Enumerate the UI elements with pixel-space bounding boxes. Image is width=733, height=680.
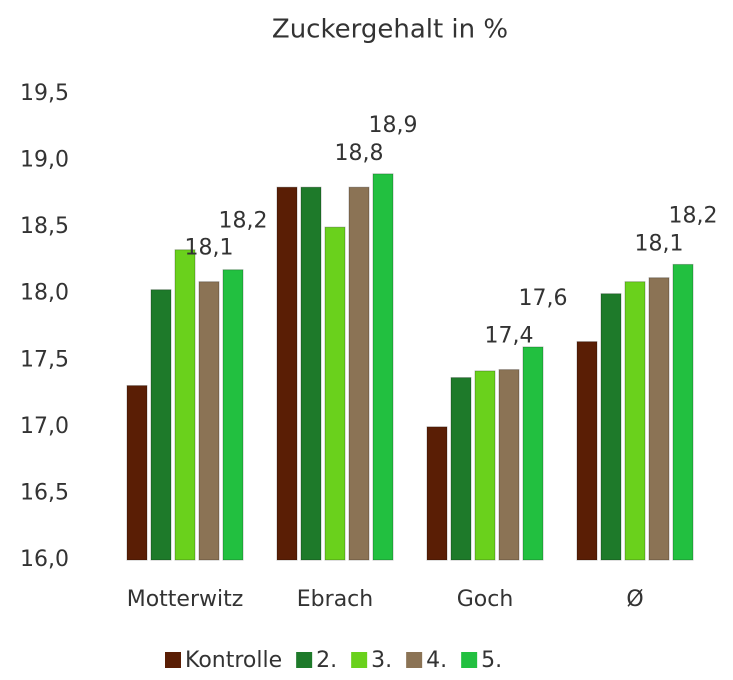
chart-title: Zuckergehalt in % — [272, 15, 508, 45]
y-tick-label: 19,5 — [20, 81, 69, 106]
y-tick-label: 18,0 — [20, 281, 69, 306]
bar — [522, 346, 544, 561]
legend-swatch — [165, 652, 181, 668]
data-label: 18,1 — [185, 236, 234, 261]
legend-swatch — [406, 652, 423, 668]
x-tick-label: Ø — [626, 587, 643, 612]
x-tick-label: Ebrach — [297, 587, 373, 612]
x-tick-label: Motterwitz — [127, 587, 244, 612]
legend-label: Kontrolle — [185, 648, 282, 673]
legend-label: 4. — [426, 648, 447, 673]
data-label: 17,6 — [519, 286, 568, 311]
y-tick-label: 17,0 — [20, 414, 69, 439]
bar — [372, 173, 394, 561]
bar — [624, 281, 646, 561]
bar — [648, 277, 670, 561]
data-label: 18,2 — [219, 209, 268, 234]
bar — [600, 293, 622, 561]
x-tick-label: Goch — [457, 587, 514, 612]
data-label: 18,1 — [635, 232, 684, 257]
bar — [498, 369, 520, 561]
bar — [126, 385, 148, 561]
bar — [348, 186, 370, 561]
bar — [324, 226, 346, 561]
y-tick-label: 17,5 — [20, 347, 69, 372]
bar — [150, 289, 172, 561]
bar — [474, 370, 496, 561]
legend-swatch — [461, 652, 478, 668]
bar — [426, 426, 448, 561]
bar — [576, 341, 598, 561]
bar — [198, 281, 220, 561]
y-tick-label: 16,0 — [20, 547, 69, 572]
data-label: 18,8 — [335, 141, 384, 166]
y-tick-label: 18,5 — [20, 214, 69, 239]
legend-swatch — [296, 652, 313, 668]
data-label: 18,2 — [669, 203, 718, 228]
legend-label: 2. — [316, 648, 337, 673]
bar — [672, 263, 694, 561]
bar — [276, 186, 298, 561]
data-label: 18,9 — [369, 113, 418, 138]
y-tick-label: 16,5 — [20, 480, 69, 505]
legend-label: 3. — [371, 648, 392, 673]
bar — [174, 249, 196, 561]
y-tick-label: 19,0 — [20, 148, 69, 173]
legend-swatch — [351, 652, 368, 668]
bar — [450, 377, 472, 561]
bar — [222, 269, 244, 561]
bar — [300, 186, 322, 561]
legend-label: 5. — [481, 648, 502, 673]
data-label: 17,4 — [485, 324, 534, 349]
